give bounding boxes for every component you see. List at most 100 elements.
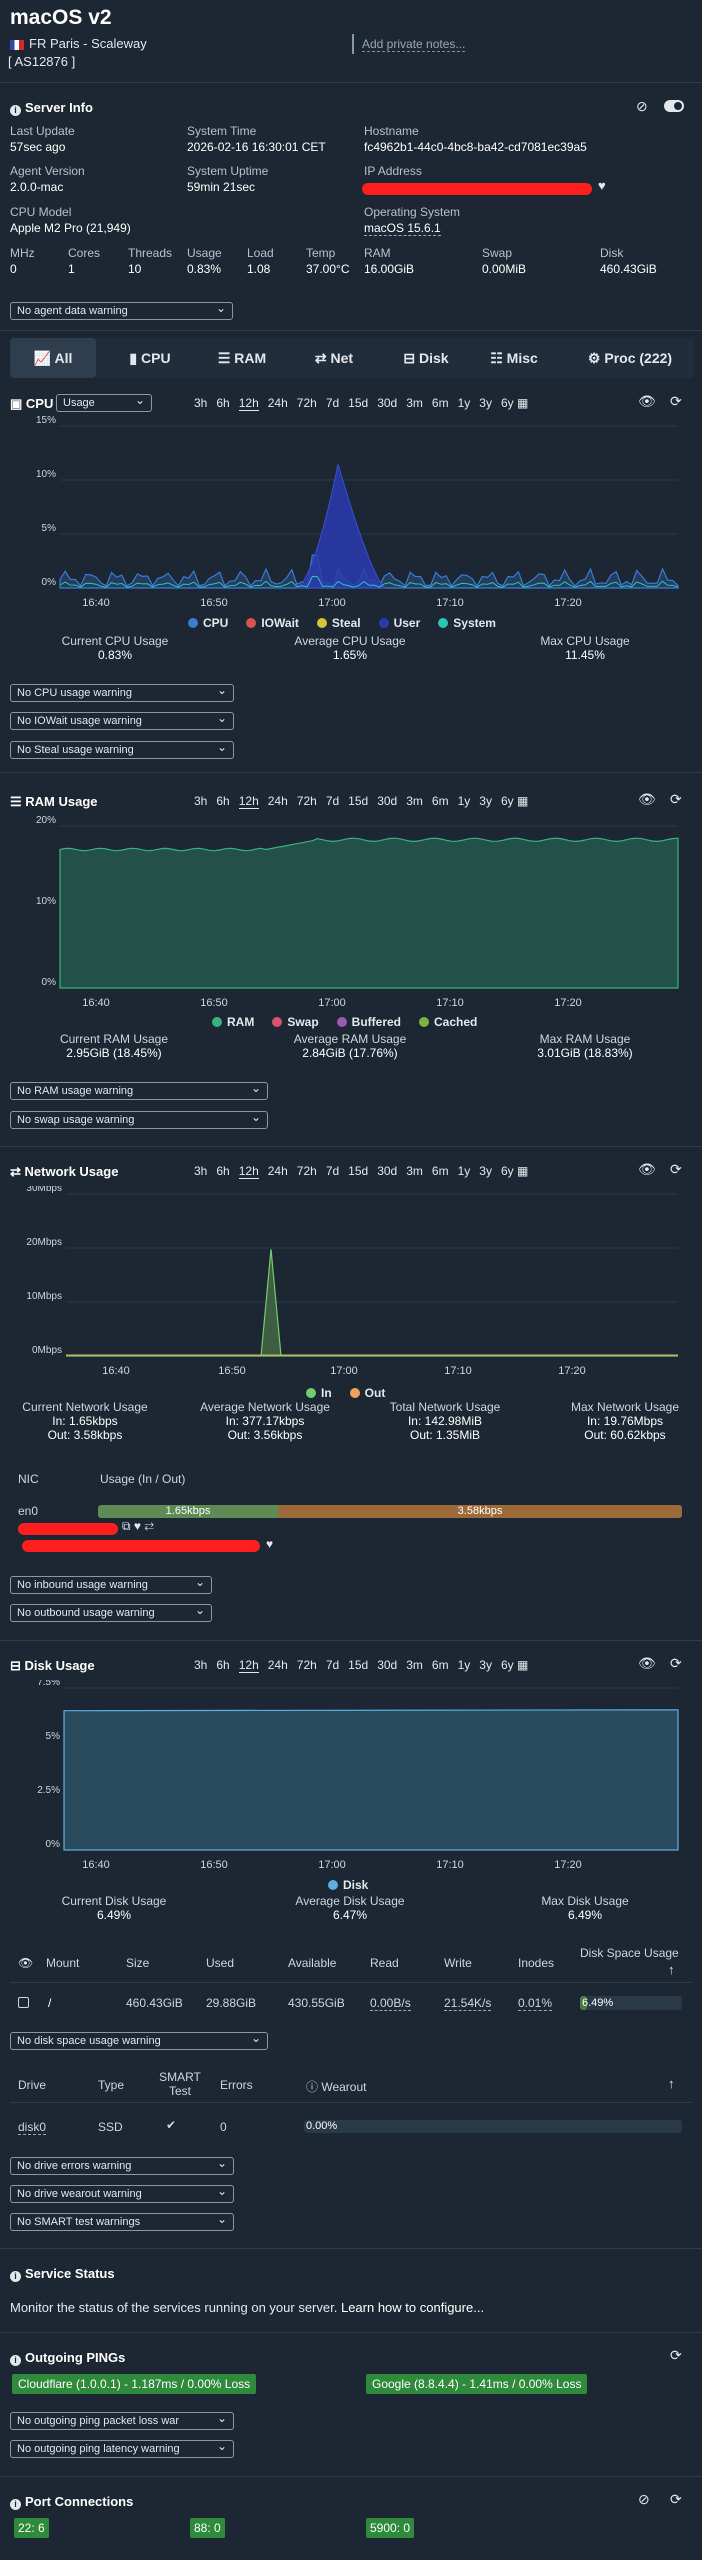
range-24h[interactable]: 24h [267,794,288,808]
range-72h[interactable]: 72h [296,794,317,808]
range-30d[interactable]: 30d [377,794,398,808]
range-30d[interactable]: 30d [377,1164,398,1178]
disk-space-warning-select[interactable]: No disk space usage warning [10,2031,268,2050]
configure-link[interactable]: Learn how to configure... [340,2300,485,2315]
eye-icon[interactable]: 👁 [638,1655,656,1671]
range-30d[interactable]: 30d [377,396,398,410]
range-1y[interactable]: 1y [457,1658,471,1672]
range-3h[interactable]: 3h [194,794,208,808]
iowait-warning-select[interactable]: No IOWait usage warning [10,711,234,730]
refresh-icon[interactable]: ⟳ [670,1161,682,1177]
tab-misc[interactable]: ☷ Misc [490,350,538,366]
range-3m[interactable]: 3m [406,794,423,808]
range-6y[interactable]: 6y [500,1164,514,1178]
range-7d[interactable]: 7d [325,1164,340,1178]
range-1y[interactable]: 1y [457,396,471,410]
calendar-icon[interactable]: ▦ [513,396,529,410]
refresh-icon[interactable]: ⟳ [670,791,682,807]
range-6m[interactable]: 6m [431,396,449,410]
range-12h[interactable]: 12h [238,794,259,809]
range-24h[interactable]: 24h [267,1164,288,1178]
legend-iowait[interactable]: IOWait [246,616,299,630]
legend-cached[interactable]: Cached [419,1015,477,1029]
range-12h[interactable]: 12h [238,1164,259,1179]
eye-icon[interactable]: 👁 [638,393,656,409]
range-3y[interactable]: 3y [479,396,492,410]
legend-buffered[interactable]: Buffered [336,1015,401,1029]
range-6y[interactable]: 6y [500,794,514,808]
range-6m[interactable]: 6m [431,794,449,808]
range-7d[interactable]: 7d [325,1658,340,1672]
range-6m[interactable]: 6m [431,1164,449,1178]
eye-icon[interactable]: 👁 [18,1956,34,1970]
range-30d[interactable]: 30d [377,1658,398,1672]
tab-disk[interactable]: ⊟ Disk [403,350,449,366]
eye-icon[interactable]: 👁 [638,1161,656,1177]
eye-icon[interactable]: 👁 [638,791,656,807]
heart-pulse-icon[interactable]: ♥ [266,1537,274,1551]
legend-ram[interactable]: RAM [212,1015,254,1029]
legend-steal[interactable]: Steal [316,616,361,630]
ram-warning-select[interactable]: No RAM usage warning [10,1081,268,1100]
legend-swap[interactable]: Swap [272,1015,319,1029]
range-7d[interactable]: 7d [325,396,340,410]
drive-wearout-warning-select[interactable]: No drive wearout warning [10,2184,234,2203]
legend-in[interactable]: In [306,1386,332,1400]
heart-pulse-icon[interactable]: ♥ [598,178,606,193]
range-12h[interactable]: 12h [238,396,259,411]
ping-latency-warning-select[interactable]: No outgoing ping latency warning [10,2440,234,2458]
steal-warning-select[interactable]: No Steal usage warning [10,740,234,759]
agent-warning-select[interactable]: No agent data warning [10,301,233,320]
range-15d[interactable]: 15d [348,794,369,808]
range-72h[interactable]: 72h [296,1164,317,1178]
row-checkbox[interactable] [18,1997,29,2008]
range-7d[interactable]: 7d [325,794,340,808]
range-3y[interactable]: 3y [479,794,492,808]
range-6h[interactable]: 6h [216,396,230,410]
toggle-switch[interactable] [664,100,684,112]
calendar-icon[interactable]: ▦ [513,1164,529,1178]
legend-system[interactable]: System [438,616,496,630]
range-6h[interactable]: 6h [216,1164,230,1178]
range-6m[interactable]: 6m [431,1658,449,1672]
range-15d[interactable]: 15d [348,1164,369,1178]
range-12h[interactable]: 12h [238,1658,259,1673]
sort-up-icon[interactable]: ↑ [668,2076,675,2091]
range-3h[interactable]: 3h [194,1164,208,1178]
drive-errors-warning-select[interactable]: No drive errors warning [10,2156,234,2175]
cpu-mode-select[interactable]: Usage [56,393,152,412]
calendar-icon[interactable]: ▦ [513,1658,529,1672]
swap-warning-select[interactable]: No swap usage warning [10,1110,268,1129]
refresh-icon[interactable]: ⟳ [670,2347,682,2363]
tab-ram[interactable]: ☰ RAM [217,350,267,366]
hide-icon[interactable]: ⊘ [636,98,648,114]
range-6y[interactable]: 6y [500,1658,514,1672]
ping-loss-warning-select[interactable]: No outgoing ping packet loss war [10,2412,234,2430]
inbound-warning-select[interactable]: No inbound usage warning [10,1575,212,1594]
range-3h[interactable]: 3h [194,396,208,410]
legend-user[interactable]: User [378,616,420,630]
range-1y[interactable]: 1y [457,794,471,808]
copy-icon[interactable]: ⧉ ♥ ⇄ [122,1519,154,1533]
range-6h[interactable]: 6h [216,794,230,808]
range-24h[interactable]: 24h [267,1658,288,1672]
refresh-icon[interactable]: ⟳ [670,2491,682,2507]
tab-all[interactable]: 📈 All [10,338,96,378]
refresh-icon[interactable]: ⟳ [670,393,682,409]
range-15d[interactable]: 15d [348,396,369,410]
tab-proc[interactable]: ⚙ Proc (222) [587,350,673,366]
tab-net[interactable]: ⇄ Net [314,350,354,366]
hide-icon[interactable]: ⊘ [638,2491,650,2507]
smart-test-warning-select[interactable]: No SMART test warnings [10,2212,234,2231]
range-15d[interactable]: 15d [348,1658,369,1672]
range-72h[interactable]: 72h [296,1658,317,1672]
range-6y[interactable]: 6y [500,396,514,410]
calendar-icon[interactable]: ▦ [513,794,529,808]
refresh-icon[interactable]: ⟳ [670,1655,682,1671]
sort-up-icon[interactable]: ↑ [668,1962,675,1977]
legend-out[interactable]: Out [349,1386,385,1400]
range-3m[interactable]: 3m [406,1658,423,1672]
range-24h[interactable]: 24h [267,396,288,410]
range-3y[interactable]: 3y [479,1658,492,1672]
outbound-warning-select[interactable]: No outbound usage warning [10,1603,212,1622]
